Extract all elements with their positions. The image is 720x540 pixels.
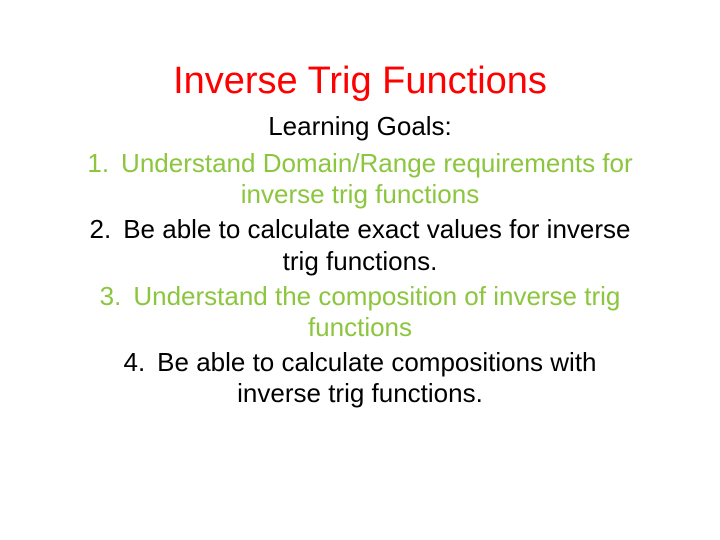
- slide-subtitle: Learning Goals:: [60, 111, 660, 142]
- goal-item: Be able to calculate compositions with i…: [60, 347, 660, 409]
- slide-title: Inverse Trig Functions: [60, 60, 660, 103]
- goal-item: Understand Domain/Range requirements for…: [60, 148, 660, 210]
- goals-list: Understand Domain/Range requirements for…: [60, 148, 660, 410]
- goal-item: Understand the composition of inverse tr…: [60, 281, 660, 343]
- slide-container: Inverse Trig Functions Learning Goals: U…: [0, 0, 720, 540]
- goal-item: Be able to calculate exact values for in…: [60, 214, 660, 276]
